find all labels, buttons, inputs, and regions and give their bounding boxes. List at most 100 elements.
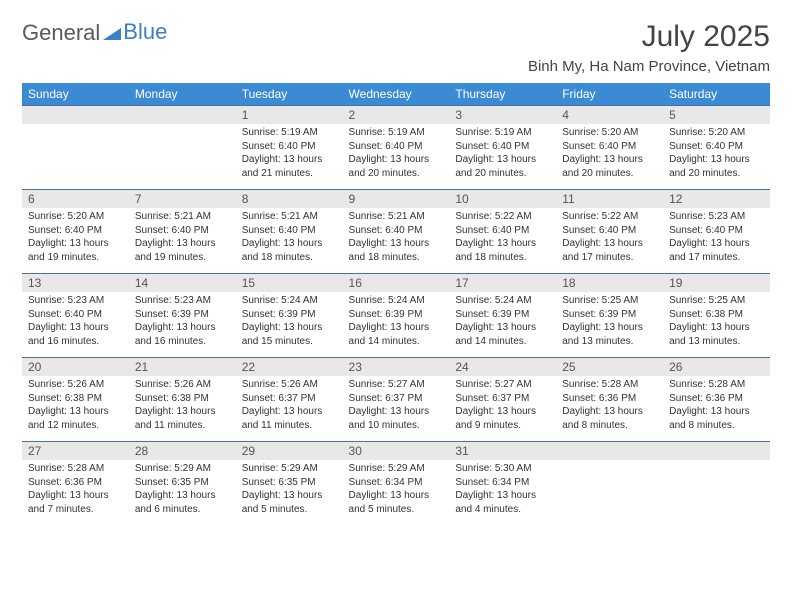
calendar-cell: 14Sunrise: 5:23 AMSunset: 6:39 PMDayligh…: [129, 273, 236, 357]
day-number: 11: [556, 189, 663, 208]
calendar-week: 27Sunrise: 5:28 AMSunset: 6:36 PMDayligh…: [22, 441, 770, 525]
sunrise-text: Sunrise: 5:26 AM: [242, 378, 337, 392]
day-content: Sunrise: 5:25 AMSunset: 6:38 PMDaylight:…: [663, 292, 770, 354]
sunrise-text: Sunrise: 5:20 AM: [28, 210, 123, 224]
sunset-text: Sunset: 6:40 PM: [669, 224, 764, 238]
calendar-cell: 30Sunrise: 5:29 AMSunset: 6:34 PMDayligh…: [343, 441, 450, 525]
day-content: Sunrise: 5:28 AMSunset: 6:36 PMDaylight:…: [556, 376, 663, 438]
daylight-text: Daylight: 13 hours and 14 minutes.: [455, 321, 550, 348]
calendar-cell: 6Sunrise: 5:20 AMSunset: 6:40 PMDaylight…: [22, 189, 129, 273]
sunrise-text: Sunrise: 5:30 AM: [455, 462, 550, 476]
daylight-text: Daylight: 13 hours and 20 minutes.: [669, 153, 764, 180]
sunset-text: Sunset: 6:38 PM: [28, 392, 123, 406]
calendar-week: 13Sunrise: 5:23 AMSunset: 6:40 PMDayligh…: [22, 273, 770, 357]
sunrise-text: Sunrise: 5:23 AM: [669, 210, 764, 224]
daylight-text: Daylight: 13 hours and 19 minutes.: [135, 237, 230, 264]
day-content: Sunrise: 5:27 AMSunset: 6:37 PMDaylight:…: [449, 376, 556, 438]
location-text: Binh My, Ha Nam Province, Vietnam: [528, 58, 770, 75]
daylight-text: Daylight: 13 hours and 16 minutes.: [135, 321, 230, 348]
daylight-text: Daylight: 13 hours and 20 minutes.: [349, 153, 444, 180]
sunset-text: Sunset: 6:38 PM: [669, 308, 764, 322]
calendar-cell: 11Sunrise: 5:22 AMSunset: 6:40 PMDayligh…: [556, 189, 663, 273]
calendar-cell: 20Sunrise: 5:26 AMSunset: 6:38 PMDayligh…: [22, 357, 129, 441]
day-header: Monday: [129, 83, 236, 105]
day-number: 18: [556, 273, 663, 292]
sunset-text: Sunset: 6:36 PM: [669, 392, 764, 406]
sunset-text: Sunset: 6:40 PM: [349, 224, 444, 238]
day-number: 16: [343, 273, 450, 292]
calendar-cell: 12Sunrise: 5:23 AMSunset: 6:40 PMDayligh…: [663, 189, 770, 273]
sunset-text: Sunset: 6:39 PM: [135, 308, 230, 322]
day-header: Thursday: [449, 83, 556, 105]
calendar-cell: 8Sunrise: 5:21 AMSunset: 6:40 PMDaylight…: [236, 189, 343, 273]
sunset-text: Sunset: 6:38 PM: [135, 392, 230, 406]
day-number: [663, 441, 770, 460]
sunrise-text: Sunrise: 5:28 AM: [562, 378, 657, 392]
sunset-text: Sunset: 6:40 PM: [242, 140, 337, 154]
day-number: 17: [449, 273, 556, 292]
calendar-cell: 13Sunrise: 5:23 AMSunset: 6:40 PMDayligh…: [22, 273, 129, 357]
day-header: Sunday: [22, 83, 129, 105]
day-number: 29: [236, 441, 343, 460]
calendar-cell: [556, 441, 663, 525]
daylight-text: Daylight: 13 hours and 17 minutes.: [562, 237, 657, 264]
brand-blue: Blue: [123, 19, 167, 44]
calendar-cell: [663, 441, 770, 525]
sunset-text: Sunset: 6:40 PM: [28, 308, 123, 322]
calendar-cell: 2Sunrise: 5:19 AMSunset: 6:40 PMDaylight…: [343, 105, 450, 189]
sunrise-text: Sunrise: 5:19 AM: [242, 126, 337, 140]
daylight-text: Daylight: 13 hours and 11 minutes.: [242, 405, 337, 432]
day-content: Sunrise: 5:20 AMSunset: 6:40 PMDaylight:…: [663, 124, 770, 186]
brand-triangle-icon: [103, 20, 121, 46]
sunrise-text: Sunrise: 5:23 AM: [28, 294, 123, 308]
sunrise-text: Sunrise: 5:20 AM: [562, 126, 657, 140]
sunset-text: Sunset: 6:39 PM: [455, 308, 550, 322]
daylight-text: Daylight: 13 hours and 11 minutes.: [135, 405, 230, 432]
sunrise-text: Sunrise: 5:21 AM: [349, 210, 444, 224]
day-content: Sunrise: 5:21 AMSunset: 6:40 PMDaylight:…: [343, 208, 450, 270]
day-content: Sunrise: 5:29 AMSunset: 6:35 PMDaylight:…: [236, 460, 343, 522]
day-number: 8: [236, 189, 343, 208]
sunrise-text: Sunrise: 5:27 AM: [455, 378, 550, 392]
day-number: 28: [129, 441, 236, 460]
day-number: 23: [343, 357, 450, 376]
day-content: Sunrise: 5:23 AMSunset: 6:39 PMDaylight:…: [129, 292, 236, 354]
day-number: 30: [343, 441, 450, 460]
calendar-cell: 24Sunrise: 5:27 AMSunset: 6:37 PMDayligh…: [449, 357, 556, 441]
daylight-text: Daylight: 13 hours and 13 minutes.: [669, 321, 764, 348]
sunrise-text: Sunrise: 5:26 AM: [28, 378, 123, 392]
day-content: Sunrise: 5:23 AMSunset: 6:40 PMDaylight:…: [663, 208, 770, 270]
day-number: 31: [449, 441, 556, 460]
day-content: Sunrise: 5:24 AMSunset: 6:39 PMDaylight:…: [236, 292, 343, 354]
sunset-text: Sunset: 6:39 PM: [242, 308, 337, 322]
calendar-table: SundayMondayTuesdayWednesdayThursdayFrid…: [22, 83, 770, 525]
day-number: 20: [22, 357, 129, 376]
day-number: 1: [236, 105, 343, 124]
daylight-text: Daylight: 13 hours and 4 minutes.: [455, 489, 550, 516]
sunset-text: Sunset: 6:37 PM: [349, 392, 444, 406]
sunset-text: Sunset: 6:40 PM: [455, 140, 550, 154]
sunrise-text: Sunrise: 5:29 AM: [135, 462, 230, 476]
sunset-text: Sunset: 6:36 PM: [28, 476, 123, 490]
day-number: 3: [449, 105, 556, 124]
month-title: July 2025: [528, 20, 770, 54]
sunset-text: Sunset: 6:35 PM: [242, 476, 337, 490]
daylight-text: Daylight: 13 hours and 18 minutes.: [242, 237, 337, 264]
sunset-text: Sunset: 6:40 PM: [455, 224, 550, 238]
day-content: Sunrise: 5:21 AMSunset: 6:40 PMDaylight:…: [129, 208, 236, 270]
calendar-cell: 31Sunrise: 5:30 AMSunset: 6:34 PMDayligh…: [449, 441, 556, 525]
calendar-cell: 25Sunrise: 5:28 AMSunset: 6:36 PMDayligh…: [556, 357, 663, 441]
daylight-text: Daylight: 13 hours and 15 minutes.: [242, 321, 337, 348]
calendar-cell: 17Sunrise: 5:24 AMSunset: 6:39 PMDayligh…: [449, 273, 556, 357]
day-number: 4: [556, 105, 663, 124]
day-content: Sunrise: 5:29 AMSunset: 6:35 PMDaylight:…: [129, 460, 236, 522]
calendar-cell: 26Sunrise: 5:28 AMSunset: 6:36 PMDayligh…: [663, 357, 770, 441]
sunset-text: Sunset: 6:37 PM: [242, 392, 337, 406]
day-number: [129, 105, 236, 124]
day-content: Sunrise: 5:23 AMSunset: 6:40 PMDaylight:…: [22, 292, 129, 354]
daylight-text: Daylight: 13 hours and 9 minutes.: [455, 405, 550, 432]
sunset-text: Sunset: 6:40 PM: [135, 224, 230, 238]
brand-general: General: [22, 20, 100, 46]
calendar-cell: 29Sunrise: 5:29 AMSunset: 6:35 PMDayligh…: [236, 441, 343, 525]
day-number: 12: [663, 189, 770, 208]
